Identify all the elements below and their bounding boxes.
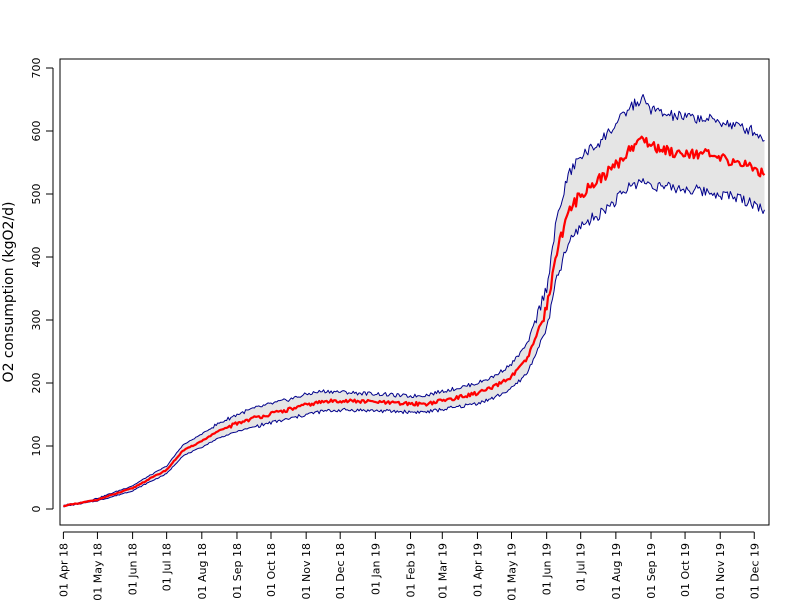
y-tick-label-500: 500 [30, 184, 43, 205]
x-tick-label-17: 01 Sep 19 [645, 543, 658, 599]
series-lower-bound [63, 178, 765, 508]
y-tick-label-300: 300 [30, 310, 43, 331]
x-tick-label-18: 01 Oct 19 [679, 543, 692, 597]
x-tick-label-6: 01 Oct 18 [265, 543, 278, 597]
x-tick-label-19: 01 Nov 19 [714, 543, 727, 599]
confidence-band-group [63, 94, 765, 507]
x-tick-label-8: 01 Dec 18 [334, 543, 347, 599]
x-tick-label-16: 01 Aug 19 [610, 543, 623, 599]
x-tick-label-4: 01 Aug 18 [196, 543, 209, 599]
x-tick-label-2: 01 Jun 18 [127, 543, 140, 595]
x-tick-label-9: 01 Jan 19 [369, 543, 382, 595]
x-tick-label-11: 01 Mar 19 [436, 543, 449, 599]
confidence-band [63, 94, 765, 507]
y-axis-label: O2 consumption (kgO2/d) [1, 202, 17, 383]
y-tick-label-100: 100 [30, 436, 43, 457]
x-axis: 01 Apr 18 01 May 18 01 Jun 18 01 Jul 18 01 A… [57, 531, 761, 601]
y-tick-label-200: 200 [30, 373, 43, 394]
y-tick-label-700: 700 [30, 58, 43, 79]
y-tick-label-600: 600 [30, 121, 43, 142]
x-tick-label-12: 01 Apr 19 [472, 543, 485, 597]
y-tick-label-0: 0 [30, 506, 43, 513]
series-lines-group [63, 94, 766, 508]
y-axis: 0 100 200 300 400 500 600 700 [30, 58, 54, 513]
plot-frame [59, 58, 770, 526]
y-tick-label-400: 400 [30, 247, 43, 268]
x-tick-label-1: 01 May 18 [91, 543, 104, 600]
x-tick-label-14: 01 Jun 19 [541, 543, 554, 595]
x-tick-label-10: 01 Feb 19 [405, 543, 418, 597]
x-tick-label-3: 01 Jul 18 [161, 543, 174, 591]
series-mean [63, 135, 766, 508]
series-upper-bound [63, 94, 765, 506]
x-tick-label-0: 01 Apr 18 [57, 543, 70, 597]
x-tick-label-5: 01 Sep 18 [231, 543, 244, 599]
x-tick-label-15: 01 Jul 19 [575, 543, 588, 591]
x-tick-label-20: 01 Dec 19 [748, 543, 761, 599]
x-tick-label-13: 01 May 19 [506, 543, 519, 600]
x-tick-label-7: 01 Nov 18 [300, 543, 313, 599]
